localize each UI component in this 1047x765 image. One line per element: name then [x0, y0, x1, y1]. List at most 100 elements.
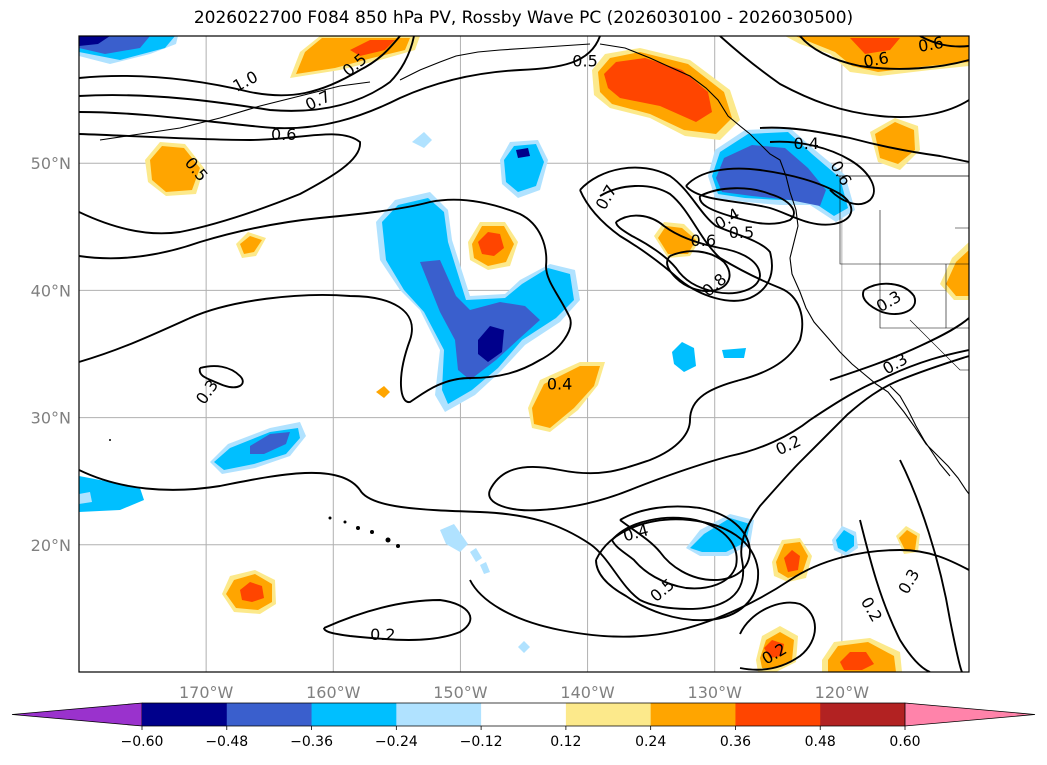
longitude-label: 160°W: [306, 683, 361, 702]
contour-label-text: 0.2: [370, 625, 395, 644]
pv-shading: [79, 36, 969, 672]
negative-pv-area: [504, 144, 544, 192]
negative-pv-area: [440, 524, 468, 552]
colorbar-segment: [565, 703, 652, 726]
colorbar-segment: [481, 703, 567, 726]
contour-label: 0.6: [917, 33, 945, 56]
colorbar-segment: [226, 703, 313, 726]
contour-line: [829, 317, 969, 381]
contour-line: [488, 184, 969, 512]
positive-pv-area: [150, 146, 200, 192]
contour-line: [862, 282, 917, 315]
contour-line: [79, 133, 361, 235]
positive-pv-area: [899, 530, 917, 550]
contour-line: [79, 36, 415, 112]
contour-label-text: 0.6: [691, 231, 716, 250]
negative-pv-area: [516, 148, 530, 158]
contour-line: [769, 140, 875, 206]
negative-pv-area: [79, 36, 110, 46]
longitude-label: 170°W: [179, 683, 234, 702]
negative-pv-area: [412, 132, 432, 148]
contour-label: 0.5: [572, 51, 597, 70]
contour-line: [666, 250, 731, 292]
negative-pv-area: [722, 348, 746, 358]
pv-contours: [79, 36, 969, 672]
contour-line: [579, 166, 773, 302]
colorbar-tick-label: −0.48: [205, 734, 248, 750]
contour-label: 0.4: [794, 134, 819, 153]
contour-line: [919, 36, 969, 48]
negative-pv-area: [470, 548, 482, 562]
latitude-label: 50°N: [31, 154, 71, 173]
negative-pv-area: [716, 145, 826, 206]
contour-label-text: 0.5: [729, 223, 754, 242]
contour-line: [739, 601, 816, 671]
colorbar-segment: [311, 703, 397, 726]
negative-pv-area: [518, 641, 530, 653]
positive-pv-area: [795, 36, 969, 72]
latitude-label: 30°N: [31, 409, 71, 428]
colorbar-tick-label: 0.36: [720, 734, 751, 750]
contour-line: [899, 459, 963, 672]
positive-pv-area: [875, 122, 915, 164]
colorbar-extend-low: [11, 702, 143, 727]
map-title: 2026022700 F084 850 hPa PV, Rossby Wave …: [193, 8, 854, 28]
colorbar-tick-label: −0.60: [121, 734, 164, 750]
colorbar-segment: [396, 703, 482, 726]
positive-pv-area: [350, 40, 395, 56]
contour-line: [615, 214, 761, 295]
contour-line: [759, 126, 969, 163]
longitude-label: 140°W: [560, 683, 615, 702]
colorbar-tick-label: 0.60: [889, 734, 920, 750]
contour-label-text: 0.4: [547, 375, 572, 394]
contour-label: 0.5: [729, 223, 754, 242]
contour-line: [595, 518, 759, 622]
negative-pv-area: [382, 198, 574, 404]
contour-line: [698, 187, 795, 225]
negative-pv-area: [836, 530, 854, 552]
positive-pv-area: [784, 550, 800, 572]
longitude-label: 120°W: [815, 683, 870, 702]
contour-label: 0.2: [370, 625, 395, 644]
contour-label: 0.6: [271, 125, 296, 144]
positive-pv-area: [478, 232, 504, 256]
contour-label-text: 0.4: [794, 134, 819, 153]
colorbar: −0.60 −0.48 −0.36 −0.24 −0.12 0.12 0.24 0.36 0.4…: [11, 702, 1036, 750]
contour-label-text: 0.6: [862, 48, 890, 71]
contour-line: [79, 36, 401, 97]
longitude-label: 150°W: [433, 683, 488, 702]
islands: [109, 439, 400, 548]
contour-label-text: 0.5: [572, 51, 597, 70]
contour-line: [719, 36, 969, 118]
contour-label: 0.4: [547, 375, 572, 394]
colorbar-tick-label: −0.12: [460, 734, 503, 750]
negative-pv-area: [420, 260, 540, 380]
contour-line: [469, 549, 969, 638]
map-background: [79, 36, 969, 672]
longitude-labels: 170°W 160°W 150°W 140°W 130°W 120°W: [179, 683, 869, 702]
contour-label-text: 0.6: [917, 33, 945, 56]
colorbar-segment: [650, 703, 736, 726]
colorbar-segment: [820, 703, 906, 726]
negative-pv-area: [79, 492, 92, 504]
latitude-labels: 50°N 40°N 30°N 20°N: [31, 154, 71, 555]
negative-pv-area: [672, 342, 696, 372]
latitude-label: 40°N: [31, 281, 71, 300]
colorbar-tick-label: 0.24: [635, 734, 666, 750]
contour-line: [859, 519, 931, 672]
contour-label: 0.6: [862, 48, 890, 71]
latitude-label: 20°N: [31, 536, 71, 555]
contour-label-text: 0.6: [271, 125, 296, 144]
colorbar-tick-label: 0.12: [550, 734, 581, 750]
positive-pv-area: [946, 250, 969, 296]
longitude-label: 130°W: [688, 683, 743, 702]
contour-line: [198, 365, 244, 389]
positive-pv-area: [850, 38, 900, 54]
colorbar-segment: [735, 703, 821, 726]
positive-pv-area: [240, 582, 264, 602]
contour-line: [323, 599, 472, 641]
contour-line: [799, 36, 969, 70]
negative-pv-area: [690, 518, 750, 552]
positive-pv-area: [840, 652, 874, 670]
